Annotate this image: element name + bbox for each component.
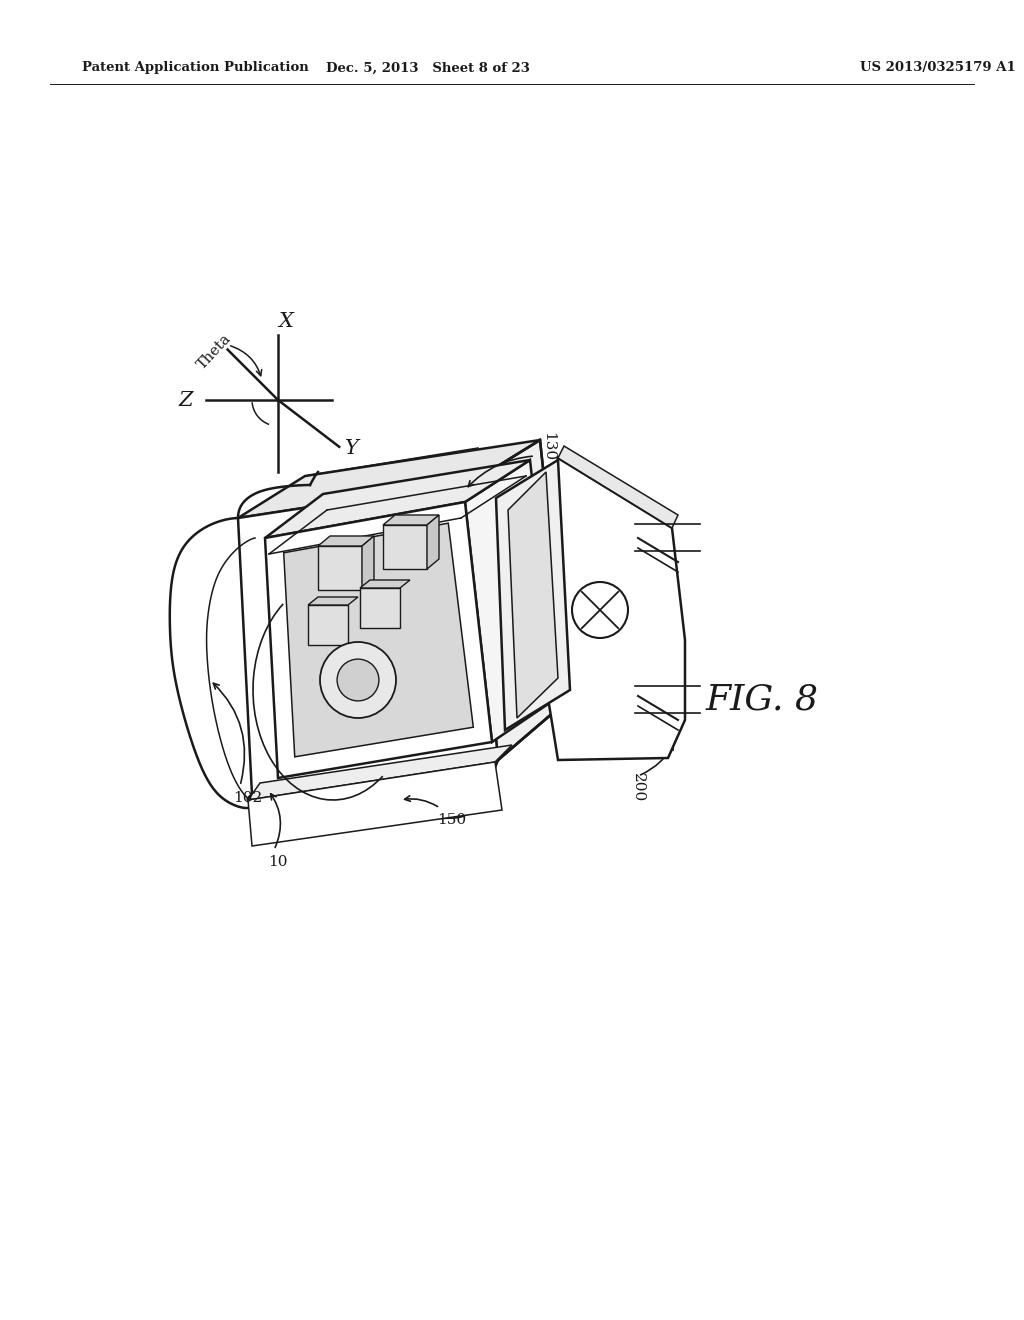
Polygon shape xyxy=(318,546,362,590)
Polygon shape xyxy=(265,459,530,539)
Circle shape xyxy=(319,642,396,718)
Polygon shape xyxy=(284,523,473,756)
Circle shape xyxy=(337,659,379,701)
Polygon shape xyxy=(238,440,540,517)
Polygon shape xyxy=(427,515,439,569)
Polygon shape xyxy=(265,502,492,777)
Polygon shape xyxy=(496,459,570,730)
Polygon shape xyxy=(548,458,685,760)
Text: Theta: Theta xyxy=(195,331,233,372)
Polygon shape xyxy=(318,536,374,546)
Circle shape xyxy=(572,582,628,638)
Polygon shape xyxy=(558,458,668,692)
Text: Patent Application Publication: Patent Application Publication xyxy=(82,62,309,74)
Text: FIG. 8: FIG. 8 xyxy=(706,682,818,717)
Text: X: X xyxy=(279,312,294,331)
Text: Y: Y xyxy=(345,440,359,458)
Polygon shape xyxy=(558,446,678,528)
Text: 130: 130 xyxy=(541,433,555,462)
Polygon shape xyxy=(383,515,439,525)
Text: Z: Z xyxy=(179,391,194,409)
Polygon shape xyxy=(508,473,558,718)
Polygon shape xyxy=(308,605,348,645)
Polygon shape xyxy=(248,744,512,800)
Text: 150: 150 xyxy=(437,813,467,828)
Polygon shape xyxy=(472,440,568,760)
Text: Dec. 5, 2013   Sheet 8 of 23: Dec. 5, 2013 Sheet 8 of 23 xyxy=(326,62,530,74)
Text: 102: 102 xyxy=(233,791,262,805)
Text: 10: 10 xyxy=(268,855,288,869)
Text: 170: 170 xyxy=(628,515,642,545)
Polygon shape xyxy=(360,587,400,628)
Polygon shape xyxy=(248,762,502,846)
Text: US 2013/0325179 A1: US 2013/0325179 A1 xyxy=(860,62,1016,74)
Polygon shape xyxy=(465,459,557,742)
Text: 200: 200 xyxy=(631,774,645,803)
Polygon shape xyxy=(362,536,374,590)
Polygon shape xyxy=(238,482,498,795)
Polygon shape xyxy=(308,597,358,605)
Polygon shape xyxy=(383,525,427,569)
Polygon shape xyxy=(360,579,410,587)
